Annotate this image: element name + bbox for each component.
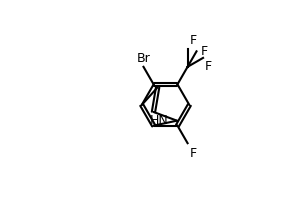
Text: F: F [190,34,197,47]
Text: F: F [190,147,197,160]
Text: HN: HN [150,114,169,127]
Text: Br: Br [136,52,150,65]
Text: F: F [201,45,208,58]
Text: F: F [205,60,212,73]
